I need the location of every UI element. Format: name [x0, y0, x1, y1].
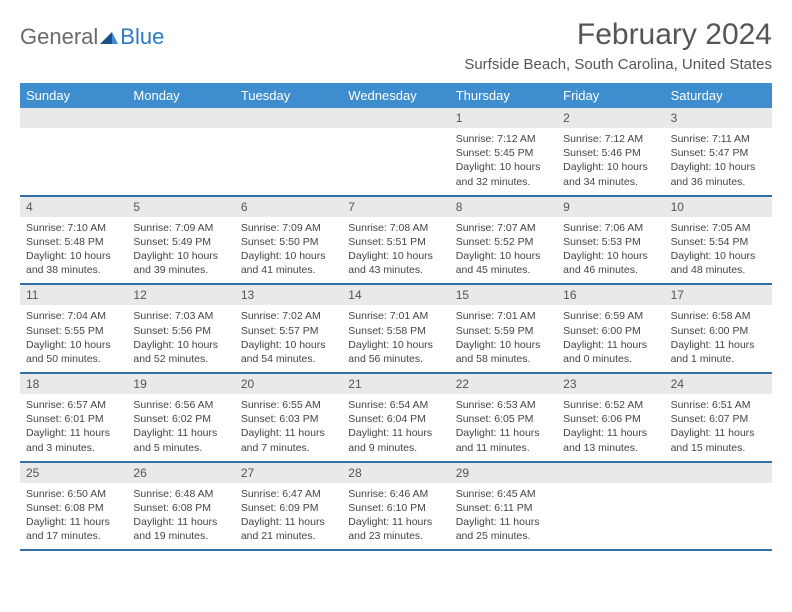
day-cell: Sunrise: 7:07 AM Sunset: 5:52 PM Dayligh… [450, 217, 557, 284]
day-cell: Sunrise: 6:52 AM Sunset: 6:06 PM Dayligh… [557, 394, 664, 461]
header: General Blue February 2024 Surfside Beac… [20, 18, 772, 73]
dow-saturday: Saturday [665, 83, 772, 108]
day-cell [127, 128, 234, 195]
location-subtitle: Surfside Beach, South Carolina, United S… [464, 56, 772, 73]
day-cell: Sunrise: 7:06 AM Sunset: 5:53 PM Dayligh… [557, 217, 664, 284]
logo-text-general: General [20, 24, 98, 50]
day-number: 27 [235, 463, 342, 483]
day-number: 2 [557, 108, 664, 128]
day-number: 1 [450, 108, 557, 128]
day-number: 16 [557, 285, 664, 305]
day-cell: Sunrise: 6:47 AM Sunset: 6:09 PM Dayligh… [235, 483, 342, 550]
day-number: 24 [665, 374, 772, 394]
day-cell: Sunrise: 7:09 AM Sunset: 5:49 PM Dayligh… [127, 217, 234, 284]
day-number: 14 [342, 285, 449, 305]
day-cell: Sunrise: 6:59 AM Sunset: 6:00 PM Dayligh… [557, 305, 664, 372]
dow-tuesday: Tuesday [235, 83, 342, 108]
day-number: 7 [342, 197, 449, 217]
day-number [127, 108, 234, 128]
day-number: 4 [20, 197, 127, 217]
day-cell: Sunrise: 7:12 AM Sunset: 5:46 PM Dayligh… [557, 128, 664, 195]
day-cell: Sunrise: 6:51 AM Sunset: 6:07 PM Dayligh… [665, 394, 772, 461]
day-cell: Sunrise: 7:10 AM Sunset: 5:48 PM Dayligh… [20, 217, 127, 284]
week-row: Sunrise: 7:12 AM Sunset: 5:45 PM Dayligh… [20, 128, 772, 197]
day-cell: Sunrise: 6:57 AM Sunset: 6:01 PM Dayligh… [20, 394, 127, 461]
day-number: 9 [557, 197, 664, 217]
day-number [665, 463, 772, 483]
day-cell: Sunrise: 6:53 AM Sunset: 6:05 PM Dayligh… [450, 394, 557, 461]
day-number: 26 [127, 463, 234, 483]
day-cell: Sunrise: 6:45 AM Sunset: 6:11 PM Dayligh… [450, 483, 557, 550]
day-number [20, 108, 127, 128]
day-cell: Sunrise: 6:48 AM Sunset: 6:08 PM Dayligh… [127, 483, 234, 550]
day-number [235, 108, 342, 128]
day-cell [665, 483, 772, 550]
dow-thursday: Thursday [450, 83, 557, 108]
day-cell: Sunrise: 7:03 AM Sunset: 5:56 PM Dayligh… [127, 305, 234, 372]
day-number: 12 [127, 285, 234, 305]
day-cell: Sunrise: 7:12 AM Sunset: 5:45 PM Dayligh… [450, 128, 557, 195]
dow-monday: Monday [127, 83, 234, 108]
day-number: 19 [127, 374, 234, 394]
day-number: 13 [235, 285, 342, 305]
day-cell: Sunrise: 7:01 AM Sunset: 5:58 PM Dayligh… [342, 305, 449, 372]
day-cell: Sunrise: 7:04 AM Sunset: 5:55 PM Dayligh… [20, 305, 127, 372]
week-row: Sunrise: 7:04 AM Sunset: 5:55 PM Dayligh… [20, 305, 772, 374]
day-cell: Sunrise: 7:08 AM Sunset: 5:51 PM Dayligh… [342, 217, 449, 284]
day-number: 21 [342, 374, 449, 394]
day-number: 15 [450, 285, 557, 305]
day-number: 25 [20, 463, 127, 483]
day-cell: Sunrise: 6:46 AM Sunset: 6:10 PM Dayligh… [342, 483, 449, 550]
day-number-row: 11121314151617 [20, 285, 772, 305]
day-cell: Sunrise: 6:56 AM Sunset: 6:02 PM Dayligh… [127, 394, 234, 461]
day-number: 22 [450, 374, 557, 394]
weeks-container: 123Sunrise: 7:12 AM Sunset: 5:45 PM Dayl… [20, 108, 772, 551]
month-title: February 2024 [464, 18, 772, 52]
day-number-row: 45678910 [20, 197, 772, 217]
day-cell: Sunrise: 7:11 AM Sunset: 5:47 PM Dayligh… [665, 128, 772, 195]
calendar-page: General Blue February 2024 Surfside Beac… [0, 0, 792, 561]
day-number: 8 [450, 197, 557, 217]
day-number [557, 463, 664, 483]
day-cell [342, 128, 449, 195]
dow-sunday: Sunday [20, 83, 127, 108]
day-number: 28 [342, 463, 449, 483]
day-number: 20 [235, 374, 342, 394]
day-number: 5 [127, 197, 234, 217]
logo: General Blue [20, 18, 164, 50]
day-number [342, 108, 449, 128]
day-number: 10 [665, 197, 772, 217]
week-row: Sunrise: 6:57 AM Sunset: 6:01 PM Dayligh… [20, 394, 772, 463]
logo-text-blue: Blue [120, 24, 164, 50]
day-number-row: 18192021222324 [20, 374, 772, 394]
week-row: Sunrise: 7:10 AM Sunset: 5:48 PM Dayligh… [20, 217, 772, 286]
day-cell: Sunrise: 7:01 AM Sunset: 5:59 PM Dayligh… [450, 305, 557, 372]
week-row: Sunrise: 6:50 AM Sunset: 6:08 PM Dayligh… [20, 483, 772, 552]
day-cell: Sunrise: 6:54 AM Sunset: 6:04 PM Dayligh… [342, 394, 449, 461]
day-cell [235, 128, 342, 195]
day-of-week-header: Sunday Monday Tuesday Wednesday Thursday… [20, 83, 772, 108]
day-number: 11 [20, 285, 127, 305]
day-cell: Sunrise: 6:55 AM Sunset: 6:03 PM Dayligh… [235, 394, 342, 461]
day-number-row: 2526272829 [20, 463, 772, 483]
day-cell [557, 483, 664, 550]
day-cell: Sunrise: 6:58 AM Sunset: 6:00 PM Dayligh… [665, 305, 772, 372]
day-cell: Sunrise: 7:09 AM Sunset: 5:50 PM Dayligh… [235, 217, 342, 284]
day-number: 17 [665, 285, 772, 305]
day-cell: Sunrise: 6:50 AM Sunset: 6:08 PM Dayligh… [20, 483, 127, 550]
day-number: 23 [557, 374, 664, 394]
calendar-grid: Sunday Monday Tuesday Wednesday Thursday… [20, 83, 772, 551]
day-number: 18 [20, 374, 127, 394]
day-number: 6 [235, 197, 342, 217]
day-number-row: 123 [20, 108, 772, 128]
dow-friday: Friday [557, 83, 664, 108]
day-number: 3 [665, 108, 772, 128]
dow-wednesday: Wednesday [342, 83, 449, 108]
logo-triangle-icon [100, 30, 118, 44]
day-cell: Sunrise: 7:02 AM Sunset: 5:57 PM Dayligh… [235, 305, 342, 372]
day-cell [20, 128, 127, 195]
day-cell: Sunrise: 7:05 AM Sunset: 5:54 PM Dayligh… [665, 217, 772, 284]
title-block: February 2024 Surfside Beach, South Caro… [464, 18, 772, 73]
day-number: 29 [450, 463, 557, 483]
